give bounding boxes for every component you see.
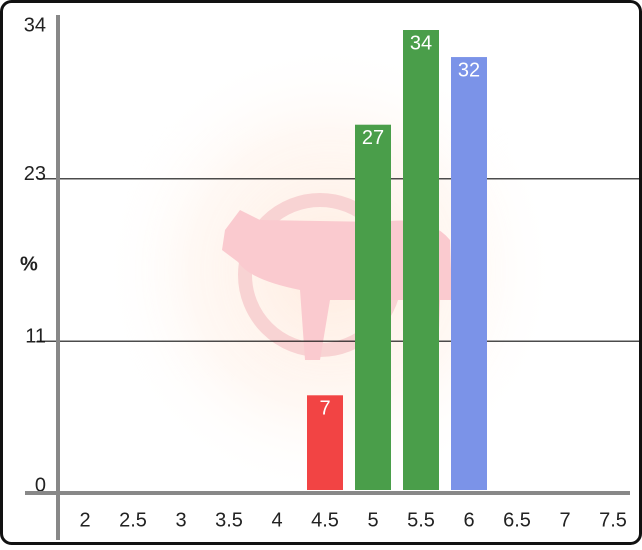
x-tick-label: 3 [175,509,186,531]
watermark [100,40,560,500]
bar [451,57,487,490]
x-tick-label: 4 [271,509,282,531]
x-tick-label: 7 [559,509,570,531]
y-tick-label: 11 [25,325,46,347]
x-tick-label: 7.5 [599,509,627,531]
x-tick-label: 5 [367,509,378,531]
x-tick-label: 4.5 [311,509,339,531]
bar [307,395,343,490]
y-tick-label: 23 [24,163,46,185]
x-tick-label: 5.5 [407,509,435,531]
x-tick-label: 6.5 [503,509,531,531]
y-tick-label: 0 [35,474,46,496]
x-tick-label: 3.5 [215,509,243,531]
x-tick-label: 2 [79,509,90,531]
x-tick-label: 2.5 [119,509,147,531]
value-label: 7 [319,398,330,420]
value-label: 32 [458,59,480,81]
bar [355,124,391,491]
x-tick-label: 6 [463,509,474,531]
value-label: 34 [410,32,432,54]
plot: 0 11 23 34 2 2.5 3 3.5 4 4.5 7 5 27 5.5 34 6 32 6.5 7 7.5 [24,14,642,531]
value-label: 27 [362,127,384,149]
y-axis-label: % [20,253,38,275]
y-tick-label: 34 [24,14,46,36]
bar [403,30,439,490]
